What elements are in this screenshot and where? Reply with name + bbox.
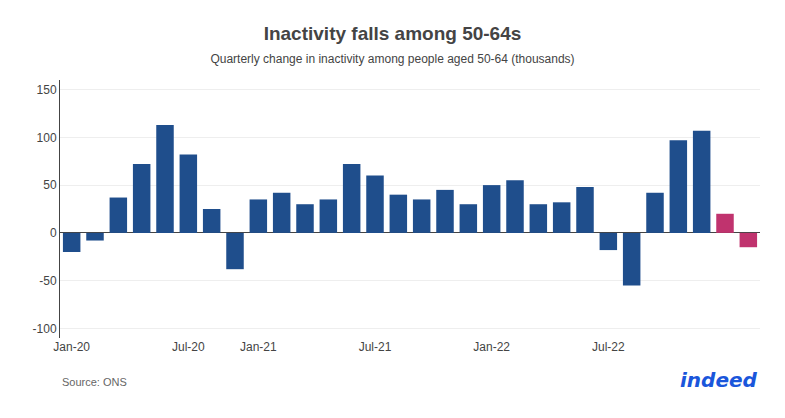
svg-text:Jul-21: Jul-21 (359, 340, 392, 354)
svg-text:Jan-21: Jan-21 (240, 340, 277, 354)
svg-text:Jan-20: Jan-20 (53, 340, 90, 354)
svg-text:Jul-22: Jul-22 (592, 340, 625, 354)
svg-text:Source: ONS: Source: ONS (62, 376, 127, 388)
svg-text:indeed: indeed (680, 368, 758, 392)
svg-text:0: 0 (50, 226, 57, 240)
svg-text:-100: -100 (33, 322, 57, 336)
svg-text:150: 150 (37, 83, 57, 97)
svg-text:Jul-20: Jul-20 (172, 340, 205, 354)
svg-text:Inactivity falls among 50-64s: Inactivity falls among 50-64s (264, 23, 522, 44)
svg-text:100: 100 (37, 131, 57, 145)
svg-text:50: 50 (43, 178, 57, 192)
svg-text:Jan-22: Jan-22 (473, 340, 510, 354)
svg-text:Quarterly change in inactivity: Quarterly change in inactivity among peo… (210, 52, 574, 66)
svg-text:-50: -50 (39, 274, 57, 288)
